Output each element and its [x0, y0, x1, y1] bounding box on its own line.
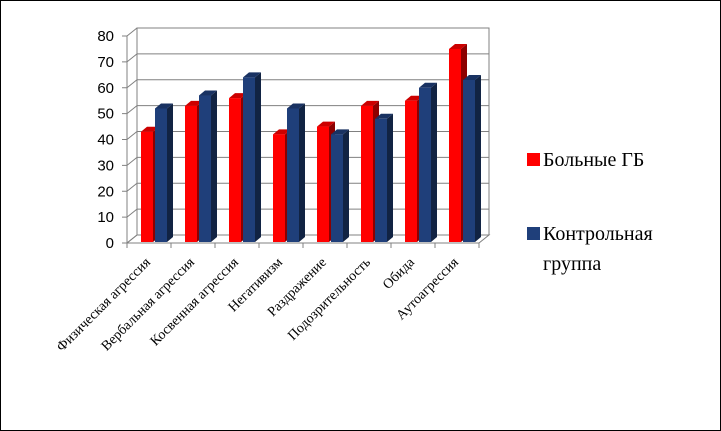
- bar-top: [273, 129, 291, 135]
- legend-swatch: [527, 153, 540, 166]
- bar-blue: [463, 74, 481, 242]
- bar-blue: [243, 72, 261, 243]
- bar-front: [449, 48, 461, 242]
- bar-side: [299, 103, 305, 242]
- bar-top: [405, 95, 423, 101]
- bar-front: [199, 95, 211, 242]
- bar-top: [419, 82, 437, 88]
- bar-front: [405, 100, 417, 242]
- bar-front: [185, 105, 197, 242]
- gridline: [126, 53, 489, 63]
- bar-front: [273, 134, 285, 242]
- legend-label: Больные ГБ: [543, 149, 644, 171]
- bar-top: [199, 90, 217, 96]
- bar-blue: [419, 82, 437, 242]
- bar-front: [331, 134, 343, 242]
- bar-front: [141, 131, 153, 242]
- legend-swatch: [527, 227, 540, 240]
- bar-top: [287, 103, 305, 109]
- gridline: [126, 79, 489, 89]
- bar-front: [375, 118, 387, 242]
- bar-blue: [155, 103, 173, 242]
- legend: Больные ГБ Контрольная группа: [527, 149, 653, 275]
- bar-side: [167, 103, 173, 242]
- y-tick-label: 80: [97, 28, 114, 45]
- y-tick-label: 50: [97, 106, 114, 123]
- bar-blue: [331, 129, 349, 242]
- bar-top: [331, 129, 349, 135]
- bar-top: [243, 72, 261, 78]
- bar-side: [387, 113, 393, 242]
- bar-top: [141, 126, 159, 132]
- y-tick-label: 30: [97, 157, 114, 174]
- bar-side: [211, 90, 217, 242]
- bar-front: [155, 108, 167, 242]
- y-tick-label: 10: [97, 209, 114, 226]
- y-tick-label: 0: [106, 235, 114, 252]
- bar-top: [317, 121, 335, 127]
- bar-top: [155, 103, 173, 109]
- bars: [141, 43, 481, 243]
- bar-blue: [199, 90, 217, 242]
- bar-top: [449, 43, 467, 49]
- x-category-label: Обида: [380, 255, 418, 293]
- bar-top: [229, 93, 247, 99]
- gridline: [126, 27, 489, 37]
- y-axis-ticks: 0 10 20 30 40 50 60 70 80: [97, 28, 114, 252]
- y-tick-label: 60: [97, 80, 114, 97]
- bar-top: [361, 100, 379, 106]
- legend-label: Контрольная: [543, 223, 653, 245]
- bar-front: [419, 87, 431, 242]
- bar-blue: [287, 103, 305, 242]
- bar-front: [229, 98, 241, 242]
- bar-side: [475, 74, 481, 242]
- legend-label: группа: [543, 253, 601, 275]
- bar-front: [361, 105, 373, 242]
- bar-side: [255, 72, 261, 243]
- bar-top: [463, 74, 481, 80]
- bar-side: [343, 129, 349, 242]
- x-category-label: Подозрительность: [285, 255, 373, 343]
- bar-front: [287, 108, 299, 242]
- bar-side: [431, 82, 437, 242]
- bar-top: [185, 100, 203, 106]
- y-tick-label: 40: [97, 132, 114, 149]
- bar-blue: [375, 113, 393, 242]
- bar-top: [375, 113, 393, 119]
- bar-front: [243, 77, 255, 243]
- y-tick-label: 70: [97, 54, 114, 71]
- bar-front: [463, 79, 475, 242]
- bar-front: [317, 126, 329, 242]
- y-tick-label: 20: [97, 183, 114, 200]
